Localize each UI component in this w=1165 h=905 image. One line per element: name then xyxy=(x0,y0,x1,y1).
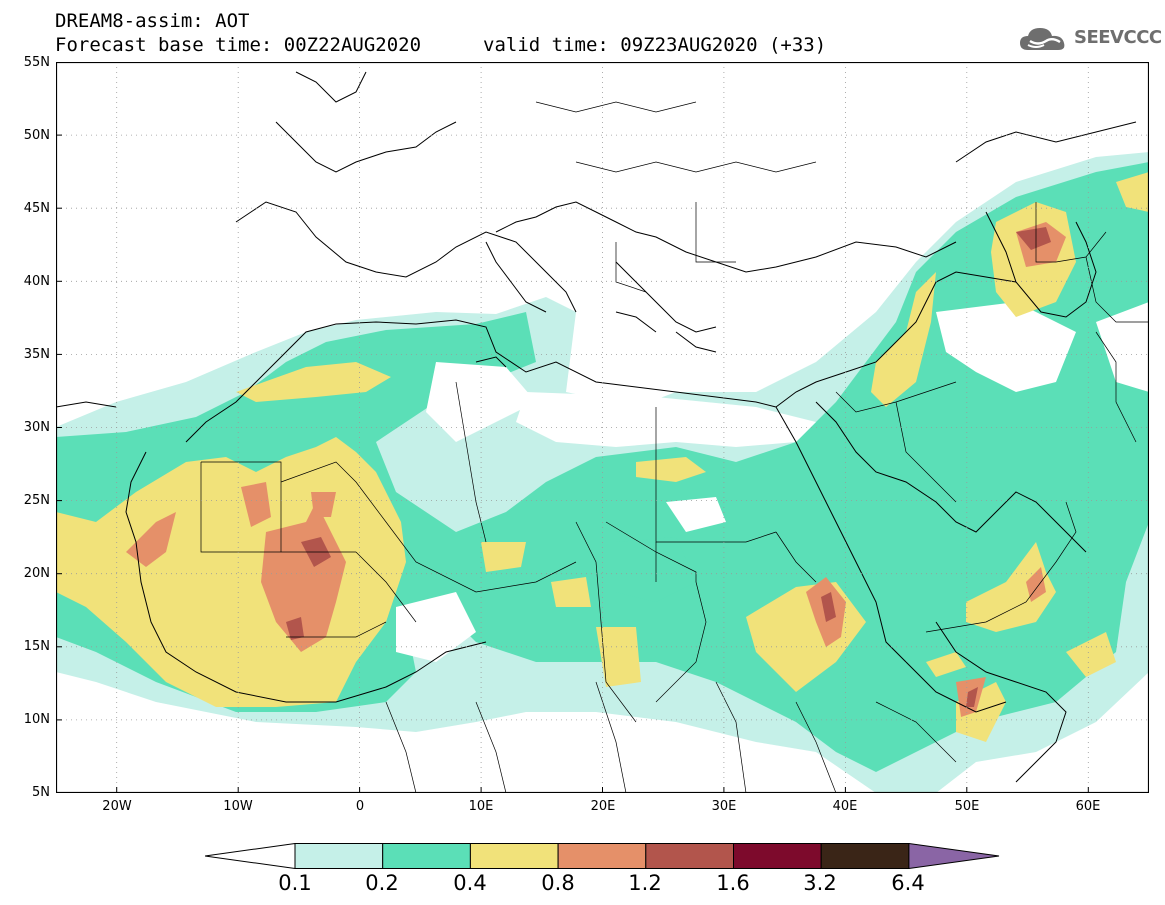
lat-label: 40N xyxy=(23,274,50,289)
colorbar-cell xyxy=(733,843,822,869)
colorbar-cell xyxy=(205,843,296,869)
map-title: DREAM8-assim: AOT xyxy=(55,10,250,32)
lon-label: 40E xyxy=(832,799,858,814)
colorbar-label: 6.4 xyxy=(891,871,925,895)
lon-label: 10E xyxy=(468,799,494,814)
lon-label: 60E xyxy=(1075,799,1101,814)
colorbar-label: 3.2 xyxy=(803,871,837,895)
gridlines xyxy=(56,62,1149,793)
colorbar-cell xyxy=(294,843,384,869)
lat-label: 45N xyxy=(23,201,50,216)
coastlines xyxy=(56,71,1137,783)
colorbar-cell xyxy=(908,843,1000,869)
colorbar-label: 1.6 xyxy=(716,871,750,895)
colorbar-label: 0.8 xyxy=(541,871,575,895)
aot-clear-areas xyxy=(396,302,1149,662)
colorbar-cell xyxy=(645,843,734,869)
axis-ticks xyxy=(56,134,1089,793)
lat-label: 35N xyxy=(23,347,50,362)
lat-label: 5N xyxy=(32,785,50,800)
lat-label: 30N xyxy=(23,420,50,435)
lat-label: 15N xyxy=(23,639,50,654)
colorbar-label: 0.4 xyxy=(453,871,487,895)
aot-map xyxy=(56,62,1149,793)
lat-label: 10N xyxy=(23,712,50,727)
colorbar-label: 1.2 xyxy=(628,871,662,895)
lat-label: 50N xyxy=(23,128,50,143)
lon-label: 0 xyxy=(355,799,365,814)
colorbar xyxy=(205,843,1000,869)
lat-label: 55N xyxy=(23,55,50,70)
colorbar-cell xyxy=(557,843,647,869)
lon-label: 50E xyxy=(954,799,980,814)
colorbar-cell xyxy=(820,843,910,869)
seevccc-logo: SEEVCCC xyxy=(1018,24,1162,54)
colorbar-label: 0.1 xyxy=(278,871,312,895)
lat-label: 25N xyxy=(23,493,50,508)
aot-band-1.2 xyxy=(286,227,1051,707)
cloud-icon xyxy=(1020,28,1065,50)
colorbar-cell xyxy=(469,843,559,869)
country-borders xyxy=(200,101,1149,793)
colorbar-cell xyxy=(382,843,471,869)
lat-label: 20N xyxy=(23,566,50,581)
logo-text: SEEVCCC xyxy=(1074,27,1162,48)
lon-label: 20E xyxy=(590,799,616,814)
valid-time: valid time: 09Z23AUG2020 (+33) xyxy=(483,34,827,56)
colorbar-label: 0.2 xyxy=(365,871,399,895)
lon-label: 30E xyxy=(711,799,737,814)
forecast-base-time: Forecast base time: 00Z22AUG2020 xyxy=(55,34,422,56)
lon-label: 20W xyxy=(102,799,132,814)
lon-label: 10W xyxy=(223,799,253,814)
